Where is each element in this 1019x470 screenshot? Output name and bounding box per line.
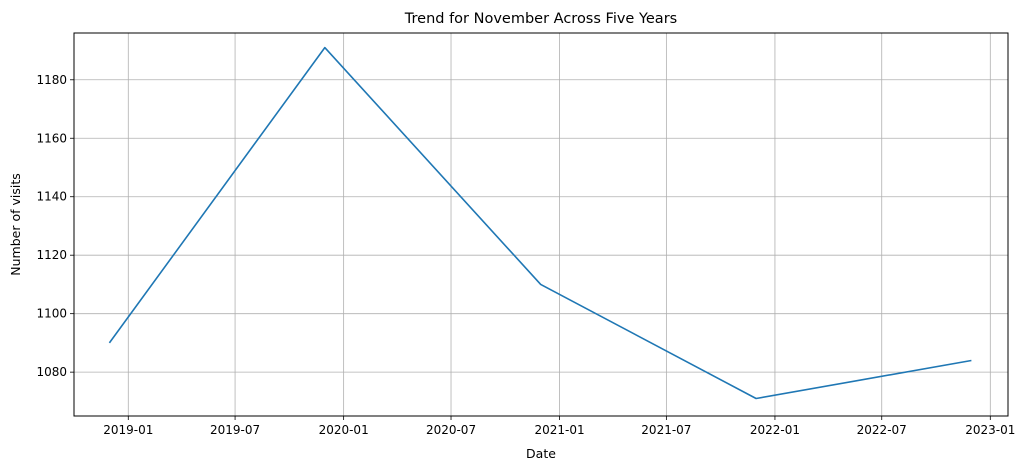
y-tick-label: 1140: [36, 190, 67, 204]
series-line: [108, 46, 972, 400]
y-axis: 1080 1100 1120 1140 1160 1180: [36, 73, 74, 379]
x-tick-label: 2022-07: [857, 423, 907, 437]
y-tick-label: 1120: [36, 248, 67, 262]
x-tick-label: 2021-01: [535, 423, 585, 437]
x-tick-label: 2019-07: [210, 423, 260, 437]
x-tick-label: 2020-01: [319, 423, 369, 437]
grid-lines: [74, 33, 1008, 416]
x-tick-label: 2021-07: [641, 423, 691, 437]
y-tick-label: 1100: [36, 307, 67, 321]
x-axis-label: Date: [526, 446, 556, 461]
x-tick-label: 2020-07: [426, 423, 476, 437]
chart-title: Trend for November Across Five Years: [404, 11, 677, 27]
x-tick-label: 2019-01: [103, 423, 153, 437]
series-layer: [108, 46, 972, 400]
y-tick-label: 1160: [36, 131, 67, 145]
y-axis-label: Number of visits: [8, 173, 23, 275]
plot-frame: [73, 32, 1009, 417]
x-tick-label: 2023-01: [965, 423, 1015, 437]
y-tick-label: 1080: [36, 365, 67, 379]
x-axis: 2019-01 2019-07 2020-01 2020-07 2021-01 2021-…: [103, 416, 1015, 437]
y-tick-label: 1180: [36, 73, 67, 87]
x-tick-label: 2022-01: [750, 423, 800, 437]
